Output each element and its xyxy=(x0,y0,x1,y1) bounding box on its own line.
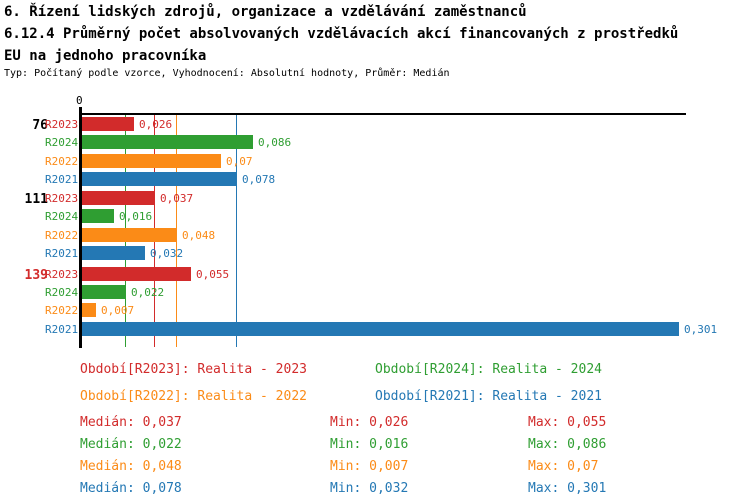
series-label: R2022 xyxy=(45,229,79,242)
x-axis-zero-label: 0 xyxy=(76,94,83,107)
bar xyxy=(82,246,145,260)
series-label: R2021 xyxy=(45,173,79,186)
bar-value-label: 0,086 xyxy=(258,136,292,149)
bar-value-label: 0,022 xyxy=(131,286,165,299)
group-label: 111 xyxy=(24,192,48,207)
series-label: R2024 xyxy=(45,286,79,299)
bar-value-label: 0,032 xyxy=(150,247,184,260)
series-label: R2024 xyxy=(45,136,79,149)
y-axis-line xyxy=(79,107,82,348)
series-label: R2024 xyxy=(45,210,79,223)
bar xyxy=(82,209,114,223)
group-label: 139 xyxy=(24,268,48,283)
indicator-meta-line: Typ: Počítaný podle vzorce, Vyhodnocení:… xyxy=(4,68,450,79)
stat-max: Max: 0,301 xyxy=(528,481,607,496)
stat-max: Max: 0,07 xyxy=(528,459,599,474)
bar xyxy=(82,285,126,299)
bar xyxy=(82,117,134,131)
bar-value-label: 0,026 xyxy=(139,118,173,131)
series-label: R2023 xyxy=(45,268,79,281)
stat-median: Medián: 0,022 xyxy=(80,437,182,452)
median-line-r2021 xyxy=(236,115,237,347)
chart-title-line-1: 6.12.4 Průměrný počet absolvovaných vzdě… xyxy=(4,26,679,42)
bar-value-label: 0,048 xyxy=(182,229,216,242)
stat-median: Medián: 0,078 xyxy=(80,481,182,496)
bar-value-label: 0,037 xyxy=(160,192,194,205)
bar xyxy=(82,267,191,281)
bar-value-label: 0,007 xyxy=(101,304,135,317)
bar-value-label: 0,301 xyxy=(684,323,718,336)
series-label: R2021 xyxy=(45,247,79,260)
x-axis-line xyxy=(79,113,686,115)
bar xyxy=(82,303,96,317)
legend-item-r2022: Období[R2022]: Realita - 2022 xyxy=(80,389,307,404)
bar xyxy=(82,322,679,336)
bar-value-label: 0,055 xyxy=(196,268,230,281)
bar xyxy=(82,228,177,242)
bar xyxy=(82,191,155,205)
stat-max: Max: 0,055 xyxy=(528,415,607,430)
stat-median: Medián: 0,037 xyxy=(80,415,182,430)
bar-value-label: 0,07 xyxy=(226,155,253,168)
bar-value-label: 0,078 xyxy=(242,173,276,186)
stat-min: Min: 0,016 xyxy=(330,437,409,452)
group-label: 76 xyxy=(32,118,48,133)
bar xyxy=(82,135,253,149)
bar xyxy=(82,154,221,168)
series-label: R2021 xyxy=(45,323,79,336)
stat-min: Min: 0,007 xyxy=(330,459,409,474)
chart-title-line-2: EU na jednoho pracovníka xyxy=(4,48,207,64)
stat-max: Max: 0,086 xyxy=(528,437,607,452)
bar-chart: 0 76 111 139 R2023 0,026 R2024 0,086 R20… xyxy=(0,90,750,350)
stat-min: Min: 0,032 xyxy=(330,481,409,496)
bar xyxy=(82,172,237,186)
series-label: R2022 xyxy=(45,304,79,317)
series-label: R2022 xyxy=(45,155,79,168)
stat-median: Medián: 0,048 xyxy=(80,459,182,474)
series-label: R2023 xyxy=(45,192,79,205)
legend-item-r2021: Období[R2021]: Realita - 2021 xyxy=(375,389,602,404)
stat-min: Min: 0,026 xyxy=(330,415,409,430)
bar-value-label: 0,016 xyxy=(119,210,153,223)
page-title: 6. Řízení lidských zdrojů, organizace a … xyxy=(4,4,527,20)
legend-item-r2024: Období[R2024]: Realita - 2024 xyxy=(375,362,602,377)
legend-item-r2023: Období[R2023]: Realita - 2023 xyxy=(80,362,307,377)
series-label: R2023 xyxy=(45,118,79,131)
